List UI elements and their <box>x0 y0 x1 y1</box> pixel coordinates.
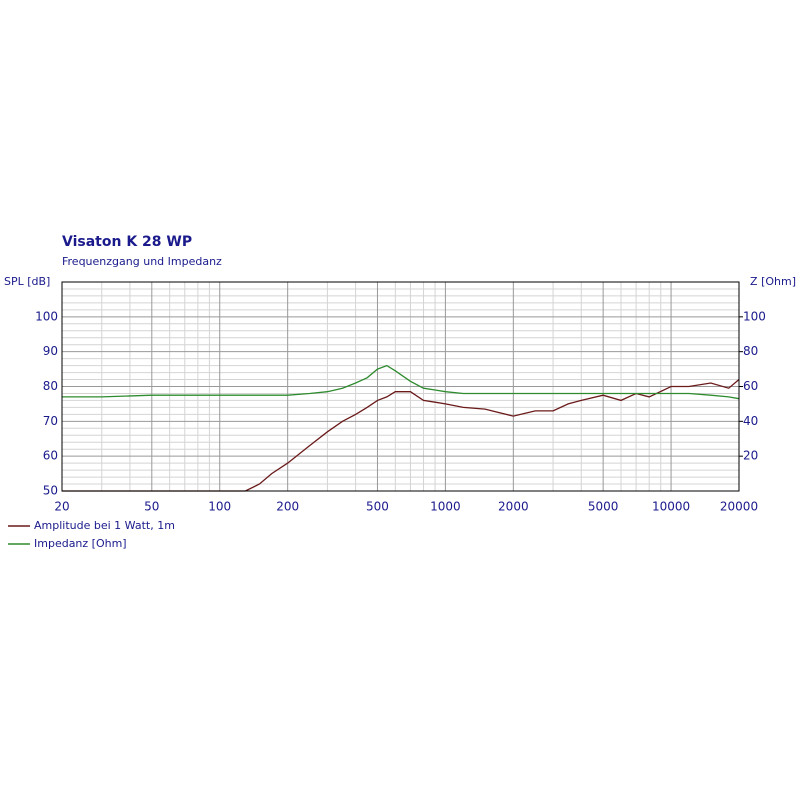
y-tick-label: 60 <box>43 449 58 463</box>
legend-label: Amplitude bei 1 Watt, 1m <box>34 519 175 532</box>
x-tick-label: 20 <box>54 500 69 514</box>
x-tick-label: 1000 <box>430 500 461 514</box>
series-line <box>62 364 740 400</box>
y2-tick-label: 60 <box>743 379 758 393</box>
y-tick-label: 70 <box>43 414 58 428</box>
plot <box>62 364 740 492</box>
y-tick-label: 50 <box>43 484 58 498</box>
y2-tick-label: 20 <box>743 449 758 463</box>
x-tick-label: 200 <box>276 500 299 514</box>
legend-label: Impedanz [Ohm] <box>34 537 127 550</box>
y-axis-label: SPL [dB] <box>4 275 50 288</box>
grid <box>61 282 740 492</box>
x-tick-label: 20000 <box>720 500 758 514</box>
x-tick-label: 100 <box>208 500 231 514</box>
y-tick-label: 90 <box>43 344 58 358</box>
x-tick-label: 2000 <box>498 500 529 514</box>
y2-tick-label: 100 <box>743 309 766 323</box>
y-tick-label: 100 <box>35 309 58 323</box>
x-tick-label: 500 <box>366 500 389 514</box>
y2-tick-label: 40 <box>743 414 758 428</box>
y-tick-label: 80 <box>43 379 58 393</box>
y2-axis-label: Z [Ohm] <box>750 275 796 288</box>
chart-title: Visaton K 28 WP <box>62 234 192 250</box>
chart-subtitle: Frequenzgang und Impedanz <box>62 255 222 268</box>
x-tick-label: 5000 <box>588 500 619 514</box>
x-tick-label: 50 <box>144 500 159 514</box>
x-tick-label: 10000 <box>652 500 690 514</box>
y2-tick-label: 80 <box>743 344 758 358</box>
